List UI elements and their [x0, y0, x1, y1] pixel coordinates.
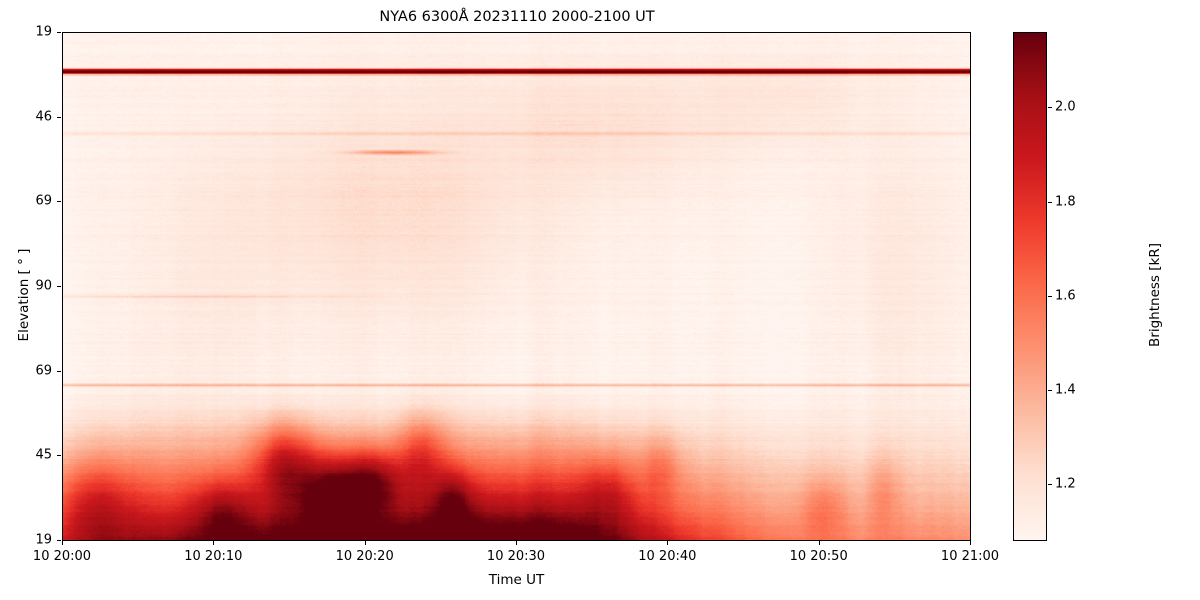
page-title: NYA6 6300Å 20231110 2000-2100 UT: [379, 9, 655, 25]
y-axis-label: Elevation [ ° ]: [16, 248, 32, 342]
x-axis-label: Time UT: [488, 572, 545, 588]
colorbar-label: Brightness [kR]: [1147, 243, 1163, 347]
x-tick-label: 10 20:00: [32, 549, 92, 564]
y-tick-mark: [57, 201, 61, 203]
y-tick-label: 90: [35, 278, 52, 294]
colorbar[interactable]: [1013, 32, 1047, 541]
x-tick-label: 10 21:00: [940, 549, 1000, 564]
colorbar-tick-mark: [1048, 484, 1052, 486]
y-tick-mark: [57, 286, 61, 287]
x-tick-label: 10 20:30: [486, 549, 546, 564]
colorbar-tick-label: 1.8: [1055, 194, 1076, 210]
x-tick-mark: [818, 541, 820, 545]
y-tick-mark: [57, 370, 61, 372]
y-tick-mark: [57, 116, 61, 118]
x-tick-label: 10 20:20: [335, 549, 394, 564]
y-tick-label: 69: [35, 193, 52, 209]
y-tick-label: 46: [35, 109, 52, 125]
y-tick-mark: [57, 455, 61, 457]
x-tick-mark: [970, 541, 971, 545]
colorbar-tick-mark: [1048, 295, 1052, 297]
x-tick-mark: [667, 541, 669, 545]
x-tick-mark: [213, 541, 215, 545]
y-tick-label: 19: [35, 532, 52, 548]
y-tick-mark: [57, 32, 61, 33]
colorbar-tick-mark: [1048, 107, 1052, 109]
x-tick-label: 10 20:40: [638, 549, 697, 564]
x-tick-mark: [516, 541, 517, 545]
x-tick-label: 10 20:50: [789, 549, 848, 564]
colorbar-tick-mark: [1048, 390, 1052, 392]
heatmap-image: [63, 33, 970, 540]
y-tick-label: 45: [35, 447, 52, 463]
colorbar-tick-label: 1.4: [1055, 382, 1076, 398]
keogram-canvas: [63, 33, 970, 540]
colorbar-tick-label: 1.2: [1055, 476, 1076, 492]
keogram-plot-area[interactable]: [62, 32, 971, 541]
y-tick-label: 19: [35, 24, 52, 40]
x-tick-mark: [62, 541, 63, 545]
colorbar-tick-label: 1.6: [1055, 288, 1076, 304]
y-tick-mark: [57, 540, 61, 541]
colorbar-tick-label: 2.0: [1055, 99, 1076, 115]
colorbar-gradient: [1014, 33, 1046, 540]
x-tick-mark: [364, 541, 366, 545]
y-tick-label: 69: [35, 363, 52, 379]
colorbar-tick-mark: [1048, 201, 1052, 203]
x-tick-label: 10 20:10: [184, 549, 243, 564]
